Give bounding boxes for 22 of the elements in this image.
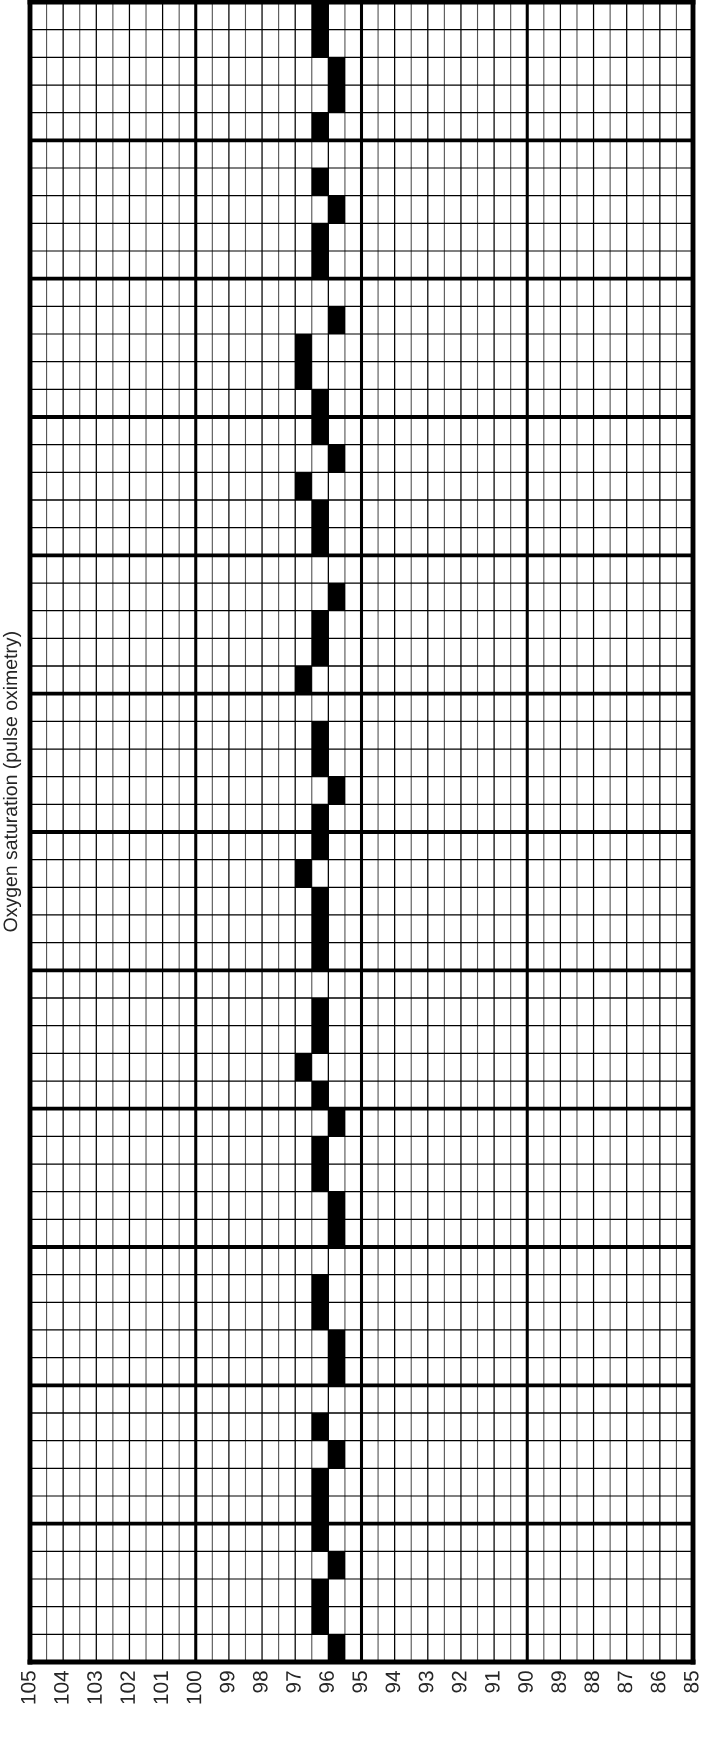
x-tick-label: 101 <box>153 1671 169 1704</box>
x-tick-label: 86 <box>650 1671 666 1693</box>
x-tick-label: 87 <box>617 1671 633 1693</box>
x-tick-label: 98 <box>252 1671 268 1693</box>
x-tick-label: 90 <box>518 1671 533 1693</box>
x-tick-label: 104 <box>53 1670 69 1704</box>
x-tick-label: 91 <box>484 1671 500 1693</box>
x-tick-label: 95 <box>352 1671 368 1693</box>
x-tick-label: 99 <box>219 1671 235 1693</box>
text: Oxygen saturation (pulse oximetry) <box>2 632 22 932</box>
x-tick-label: 103 <box>87 1671 102 1704</box>
x-tick-label: 102 <box>120 1671 136 1704</box>
x-tick-label: 105 <box>20 1671 36 1704</box>
x-tick-label: 92 <box>451 1671 467 1693</box>
x-tick-label: 88 <box>584 1671 600 1693</box>
x-tick-label: 100 <box>186 1671 202 1704</box>
x-tick-label: 93 <box>418 1671 434 1693</box>
x-tick-label: 97 <box>286 1671 301 1693</box>
x-tick-label: 85 <box>683 1671 699 1693</box>
x-tick-label: 94 <box>385 1670 401 1693</box>
x-tick-label: 89 <box>551 1671 566 1693</box>
x-tick-label: 96 <box>319 1671 334 1693</box>
